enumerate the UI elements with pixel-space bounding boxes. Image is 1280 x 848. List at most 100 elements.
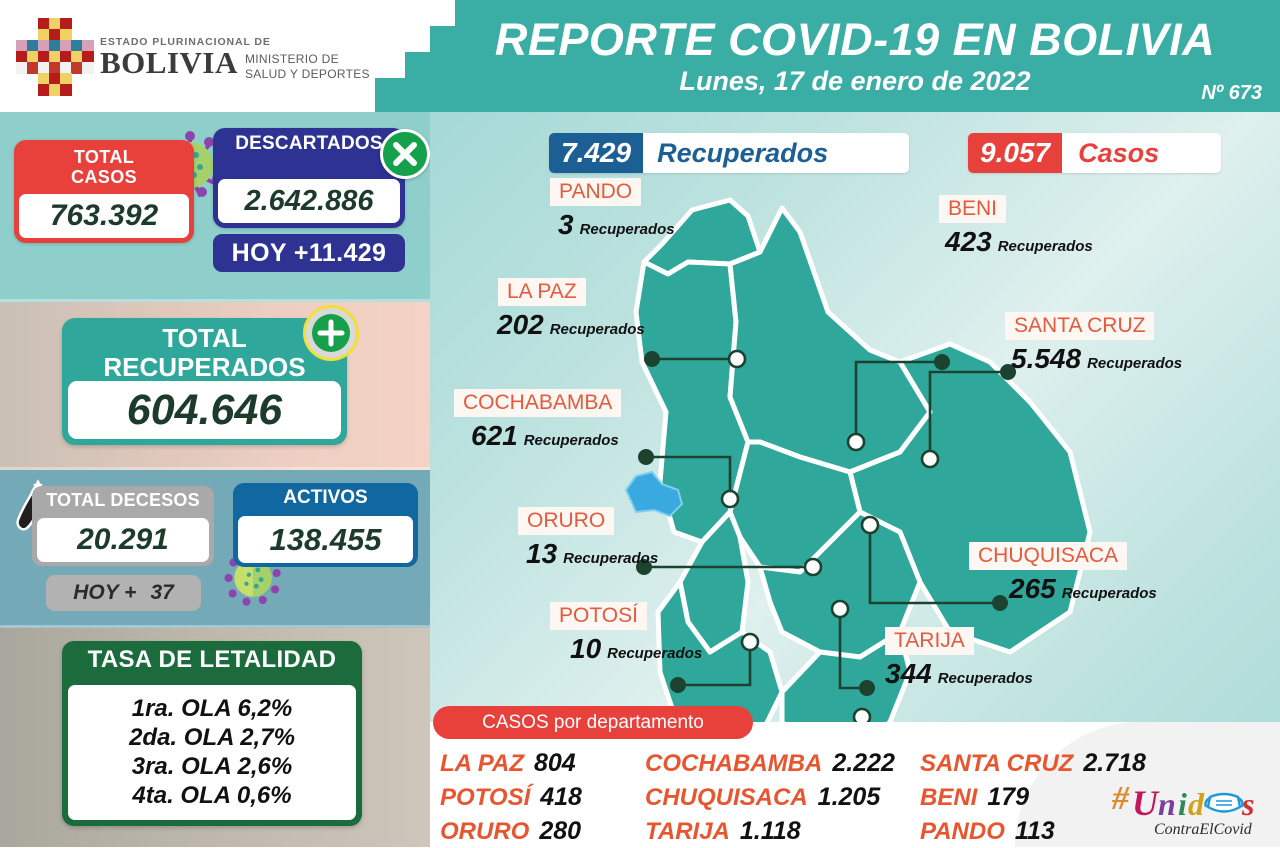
plus-icon xyxy=(312,314,350,352)
wiphala-tile xyxy=(38,40,50,52)
map-label-beni: BENI 423 Recuperados xyxy=(939,195,1093,258)
case-value: 280 xyxy=(539,816,582,845)
discarded-label: DESCARTADOS xyxy=(235,133,383,154)
map-region-beni xyxy=(727,205,933,475)
dept-value-chuquisaca: 265 xyxy=(1009,573,1056,604)
dept-name-pando: PANDO xyxy=(550,178,642,206)
dept-value-beni: 423 xyxy=(945,226,992,257)
map-label-oruro: ORURO 13 Recuperados xyxy=(518,507,658,570)
total-recovered-card: TOTAL RECUPERADOS 604.646 xyxy=(62,318,347,445)
map-dot-tarija xyxy=(830,599,850,619)
bolivia-map xyxy=(624,197,1093,788)
map-dot-beni xyxy=(846,432,866,452)
map-label-chuquisaca: CHUQUISACA 265 Recuperados xyxy=(969,542,1157,605)
total-cases-card: TOTAL CASOS 763.392 xyxy=(14,140,194,243)
dept-unit-tarija: Recuperados xyxy=(937,670,1033,687)
daily-cases-banner: 9.057 Casos xyxy=(968,133,1221,173)
case-value: 179 xyxy=(987,782,1030,811)
case-cell: BENI 179 xyxy=(920,783,1170,812)
total-recovered-value: 604.646 xyxy=(68,381,341,439)
wiphala-tile xyxy=(27,62,39,74)
case-cell: CHUQUISACA 1.205 xyxy=(645,783,920,812)
total-recovered-label-line1: TOTAL xyxy=(162,323,247,353)
label-dot-beni xyxy=(934,354,950,370)
map-dot-lapaz xyxy=(720,489,740,509)
wiphala-tile xyxy=(71,40,83,52)
total-cases-label-line1: TOTAL xyxy=(73,147,135,167)
wiphala-tile xyxy=(38,51,50,63)
dept-unit-santacruz: Recuperados xyxy=(1087,355,1183,372)
wiphala-tile xyxy=(82,51,94,63)
ministry-line-1: MINISTERIO DE xyxy=(245,52,339,66)
state-emblem-text: ESTADO PLURINACIONAL DE BOLIVIA xyxy=(100,36,271,80)
wiphala-tile xyxy=(38,73,50,85)
logo-tagline: ContraElCovid xyxy=(1154,821,1253,838)
dept-unit-pando: Recuperados xyxy=(579,221,675,238)
emblem-big-text: BOLIVIA xyxy=(100,45,238,80)
dept-unit-beni: Recuperados xyxy=(997,238,1093,255)
header-step-1 xyxy=(375,0,405,78)
logo-n: n xyxy=(1158,786,1176,822)
wiphala-tile xyxy=(71,51,83,63)
case-dept: PANDO xyxy=(920,817,1005,845)
wiphala-tile xyxy=(16,51,28,63)
daily-recovered-label: Recuperados xyxy=(657,137,829,168)
label-dot-tarija xyxy=(859,680,875,696)
dept-name-tarija: TARIJA xyxy=(885,627,974,655)
band-divider-3 xyxy=(0,625,430,628)
total-recovered-label-line2: RECUPERADOS xyxy=(103,351,306,382)
connector-santacruz xyxy=(928,370,1008,459)
map-label-pando: PANDO 3 Recuperados xyxy=(550,178,675,241)
daily-cases-label: Casos xyxy=(1078,137,1160,168)
report-date: Lunes, 17 de enero de 2022 xyxy=(679,66,1031,96)
ministry-line-2: SALUD Y DEPORTES xyxy=(245,67,370,81)
fatality-rate-row: 2da. OLA 2,7% xyxy=(129,724,295,751)
deaths-today-label: HOY + xyxy=(73,581,137,604)
case-dept: ORURO xyxy=(440,817,530,845)
wiphala-tile xyxy=(27,40,39,52)
case-value: 1.205 xyxy=(817,782,881,811)
label-dot-lapaz xyxy=(638,449,654,465)
cases-by-department-grid: LA PAZ 804 COCHABAMBA 2.222 SANTA CRUZ 2.71… xyxy=(440,746,1180,848)
report-number: Nº 673 xyxy=(1201,82,1262,104)
wiphala-tile xyxy=(27,51,39,63)
map-label-tarija: TARIJA 344 Recuperados xyxy=(885,627,1033,690)
dept-name-potosi: POTOSÍ xyxy=(550,602,647,630)
map-label-lapaz: LA PAZ 202 Recuperados xyxy=(497,278,645,341)
wiphala-tile xyxy=(82,62,94,74)
dept-unit-cochabamba: Recuperados xyxy=(523,432,619,449)
dept-value-oruro: 13 xyxy=(526,538,558,569)
case-value: 804 xyxy=(534,748,576,777)
map-dot-santacruz xyxy=(920,449,940,469)
logo-s: s xyxy=(1241,786,1254,822)
cases-by-department-panel: CASOS por departamento LA PAZ 804 COCHABA… xyxy=(430,706,1280,848)
fatality-rate-row: 3ra. OLA 2,6% xyxy=(131,753,293,780)
case-dept: CHUQUISACA xyxy=(645,783,808,811)
case-dept: LA PAZ xyxy=(440,749,524,777)
label-dot-chuquisaca xyxy=(992,595,1008,611)
wiphala-tile xyxy=(60,40,72,52)
unidos-contra-el-covid-logo: # U n i d s ContraElCovid xyxy=(1111,780,1254,838)
active-cases-card: ACTIVOS 138.455 xyxy=(233,483,418,567)
connector-chuquisaca xyxy=(868,525,1000,605)
label-dot-pando xyxy=(644,351,660,367)
wiphala-tile xyxy=(38,29,50,41)
logo-u: U xyxy=(1132,783,1160,823)
case-cell: SANTA CRUZ 2.718 xyxy=(920,749,1170,778)
fatality-rate-row: 1ra. OLA 6,2% xyxy=(131,695,293,722)
case-value: 1.118 xyxy=(739,816,801,845)
wiphala-tile xyxy=(38,84,50,96)
total-cases-value: 763.392 xyxy=(19,194,189,238)
dept-unit-potosi: Recuperados xyxy=(607,645,703,662)
dept-value-cochabamba: 621 xyxy=(471,420,518,451)
map-dot-cochabamba xyxy=(803,557,823,577)
total-cases-label: TOTAL CASOS xyxy=(14,147,194,187)
case-cell: COCHABAMBA 2.222 xyxy=(645,749,920,778)
discarded-card: DESCARTADOS 2.642.886 xyxy=(213,128,405,228)
daily-recovered-banner: 7.429 Recuperados xyxy=(549,133,909,173)
ministry-text: MINISTERIO DE SALUD Y DEPORTES xyxy=(245,52,370,82)
wiphala-tile xyxy=(49,18,61,30)
map-region-santacruz xyxy=(847,341,1093,655)
total-recovered-label: TOTAL RECUPERADOS xyxy=(62,324,347,381)
